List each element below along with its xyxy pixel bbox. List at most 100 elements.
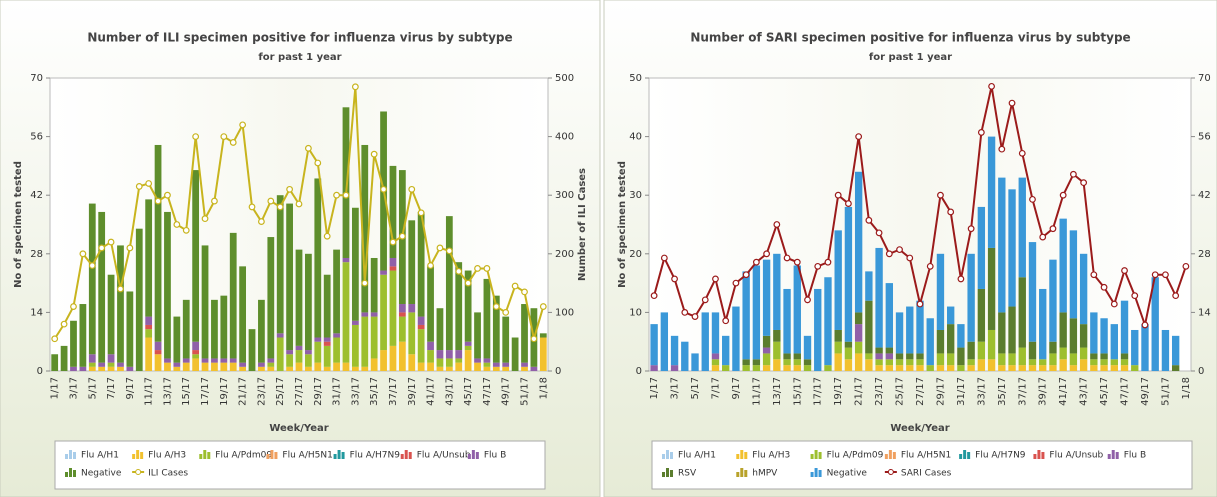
chart-panel: Number of ILI specimen positive for infl… — [0, 0, 601, 497]
x-tick-label: 39/17 — [1038, 377, 1049, 406]
bar-segment — [192, 358, 200, 371]
line-marker — [855, 133, 863, 141]
y-tick-label: 20 — [629, 249, 642, 260]
legend-label: ILI Cases — [148, 469, 188, 479]
bar-segment — [295, 345, 303, 351]
bar-segment — [220, 362, 228, 371]
legend-swatch — [333, 454, 337, 459]
x-tick-label: 41/17 — [1058, 377, 1069, 406]
bar-segment — [370, 257, 378, 313]
bar-segment — [752, 265, 761, 360]
bar-segment — [783, 288, 791, 354]
bar-segment — [722, 365, 730, 371]
y2-tick-label: 100 — [555, 307, 574, 318]
bar-segment — [875, 353, 883, 360]
bar-segment — [977, 341, 986, 360]
legend-swatch — [1037, 450, 1041, 459]
bar-segment — [946, 306, 955, 325]
line-marker — [117, 285, 124, 293]
line-marker — [916, 300, 924, 308]
x-tick-label: 45/17 — [1099, 377, 1110, 406]
y-tick-label: 10 — [629, 307, 642, 318]
legend-swatch — [404, 450, 408, 459]
x-tick-label: 35/17 — [369, 377, 380, 406]
bar-segment — [98, 211, 106, 363]
bar-segment — [1110, 359, 1118, 366]
bar-segment — [79, 366, 87, 371]
legend-swatch — [740, 468, 744, 477]
bar-segment — [192, 341, 200, 351]
bar-segment — [977, 359, 986, 371]
bar-segment — [1069, 230, 1078, 319]
line-marker — [752, 258, 760, 266]
legend-swatch — [967, 452, 971, 459]
line-marker — [417, 209, 425, 217]
y2-tick-label: 0 — [1198, 366, 1204, 377]
x-tick-label: 35/17 — [997, 377, 1008, 406]
bar-segment — [530, 366, 538, 371]
bar-segment — [258, 366, 265, 371]
x-tick-label: 45/17 — [463, 377, 474, 406]
x-tick-label: 3/17 — [68, 377, 79, 399]
bar-segment — [154, 354, 162, 371]
bar-segment — [323, 274, 331, 338]
bar-segment — [389, 266, 397, 271]
legend-swatch — [818, 452, 822, 459]
bar-segment — [389, 345, 397, 371]
bar-segment — [1100, 318, 1108, 354]
legend-label: Flu A/Unsub — [1049, 451, 1103, 461]
bar-segment — [1018, 365, 1026, 371]
bar-segment — [946, 365, 955, 371]
bar-segment — [60, 345, 68, 371]
line-marker — [361, 279, 369, 287]
bar-segment — [267, 237, 275, 359]
bar-segment — [98, 362, 106, 367]
bar-segment — [445, 350, 453, 359]
bar-segment — [1100, 353, 1108, 360]
legend-swatch — [884, 454, 888, 459]
line-marker — [1029, 195, 1036, 203]
legend-swatch — [1033, 454, 1037, 459]
bar-segment — [370, 316, 378, 359]
bar-segment — [742, 365, 750, 371]
legend-swatch — [73, 452, 76, 459]
bar-segment — [51, 354, 59, 371]
line-marker — [107, 238, 115, 246]
line-marker — [276, 203, 284, 211]
bar-segment — [305, 253, 312, 351]
bar-segment — [681, 341, 689, 371]
legend-swatch — [892, 452, 896, 459]
bar-segment — [333, 333, 340, 338]
bar-segment — [126, 366, 134, 371]
bar-segment — [474, 312, 481, 359]
bar-segment — [521, 304, 528, 363]
x-tick-label: 25/17 — [275, 377, 286, 406]
line-marker — [1100, 283, 1108, 291]
line-marker — [380, 185, 387, 193]
bar-segment — [773, 359, 781, 371]
bar-segment — [691, 353, 699, 371]
bar-segment — [1039, 359, 1047, 366]
bar-segment — [201, 358, 209, 363]
bar-segment — [906, 306, 914, 354]
bar-segment — [1151, 277, 1159, 371]
bar-segment — [752, 359, 761, 366]
bar-segment — [164, 211, 171, 359]
line-marker — [763, 250, 771, 258]
line-marker — [511, 282, 519, 290]
bar-segment — [79, 304, 87, 367]
line-marker — [701, 296, 709, 304]
legend-swatch — [471, 450, 475, 459]
legend-label: Flu A/Unsub — [417, 451, 471, 461]
line-marker — [248, 203, 256, 211]
bar-segment — [342, 107, 350, 258]
line-marker — [145, 180, 153, 187]
bar-segment — [267, 358, 275, 363]
x-tick-label: 11/17 — [144, 377, 155, 406]
legend-swatch — [341, 452, 345, 459]
bar-segment — [398, 341, 406, 371]
line-marker — [1069, 170, 1077, 178]
legend-label: Flu A/Pdm09 — [215, 451, 272, 461]
legend-swatch — [270, 450, 274, 459]
bar-segment — [164, 358, 171, 363]
